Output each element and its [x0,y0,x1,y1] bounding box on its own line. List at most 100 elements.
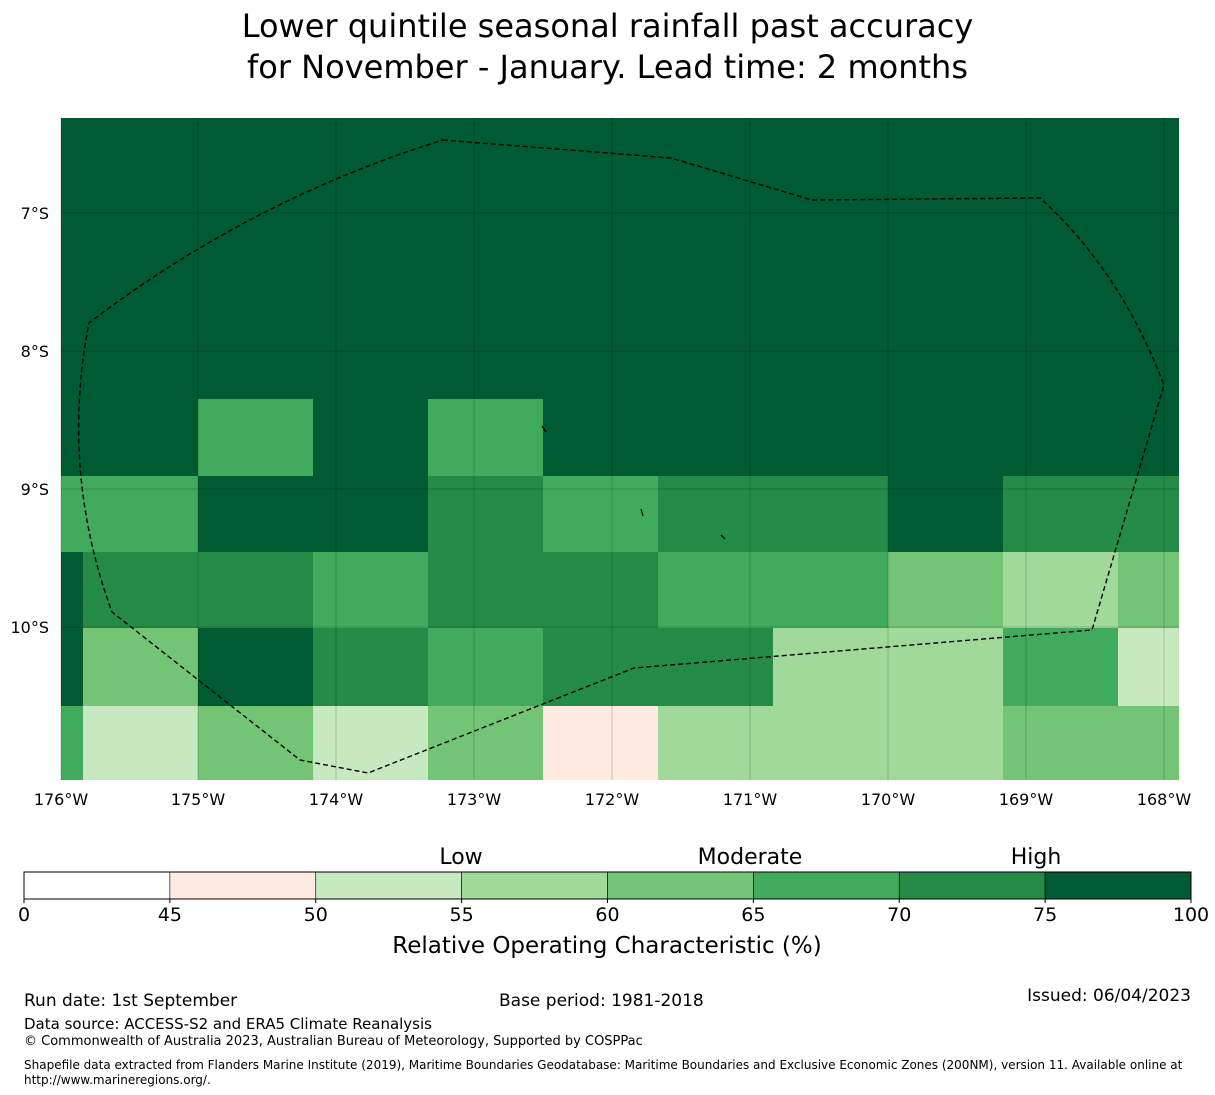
map-cell [543,300,658,399]
map-cell [1118,300,1179,399]
map-cell [313,552,428,628]
map-cell [658,300,773,399]
map-cell [61,118,83,170]
map-cell [1003,552,1118,628]
colorbar-tick-label: 60 [595,904,619,926]
colorbar-tick-label: 70 [887,904,911,926]
colorbar-swatch [23,871,171,900]
data-source: Data source: ACCESS-S2 and ERA5 Climate … [24,1015,432,1033]
map-cell [198,118,313,170]
map-cell [1118,230,1179,300]
x-tick-label: 174°W [309,790,364,809]
map-cell [888,628,1003,706]
map-cell [313,476,428,552]
map-cell [61,230,83,300]
map-cell [1118,476,1179,552]
colorbar-category-label: Moderate [698,845,803,870]
colorbar-tick-label: 75 [1033,904,1057,926]
map-cell [313,399,428,476]
colorbar-tick-label: 65 [741,904,765,926]
map-cell [83,628,198,706]
map-cell [658,552,773,628]
colorbar-swatch [169,871,317,900]
map-cell [543,552,658,628]
run-date: Run date: 1st September [24,991,238,1011]
map-cell [658,230,773,300]
colorbar-category-label: Low [439,845,482,870]
map-cell [428,170,543,230]
map-cell [83,300,198,399]
y-tick-label: 9°S [21,480,49,499]
map-cell [658,476,773,552]
map-cell [428,300,543,399]
map-cell [428,552,543,628]
map-cell [773,300,888,399]
x-tick-label: 172°W [585,790,640,809]
map-cell [83,476,198,552]
x-axis-ticks: 176°W 175°W 174°W 173°W 172°W 171°W 170°W 169°W… [34,790,1192,809]
map-cell [61,170,83,230]
map-cell [1003,230,1118,300]
map-cell [543,170,658,230]
map-cell [1118,706,1179,780]
colorbar-swatch [607,871,754,900]
colorbar-swatch [315,871,462,900]
map-cell [83,399,198,476]
map-cell [658,118,773,170]
map-cell [773,230,888,300]
map-cell [1118,118,1179,170]
map-cell [428,706,543,780]
x-tick-label: 168°W [1137,790,1192,809]
map-cell [543,230,658,300]
colorbar-swatch [1044,871,1192,900]
map-cell [428,399,543,476]
map-cell [61,300,83,399]
colorbar-swatches [23,871,1192,900]
map-cell [888,300,1003,399]
map-cell [1118,399,1179,476]
island-mark [541,425,547,433]
colorbar-tick-label: 50 [304,904,328,926]
colorbar-label: Relative Operating Characteristic (%) [392,933,821,959]
map-cell [1003,706,1118,780]
map-cell [61,476,83,552]
map-cell [313,230,428,300]
colorbar-categories: Low Moderate High [439,845,1061,870]
map-cell [888,118,1003,170]
colorbar: Low Moderate High 0 45 50 55 60 65 70 75 100 Relat… [18,845,1209,959]
map-cell [83,706,198,780]
issued-date: Issued: 06/04/2023 [1027,986,1191,1006]
map-cell [198,706,313,780]
map-cell [1118,170,1179,230]
x-tick-label: 173°W [447,790,502,809]
map-cell [83,230,198,300]
map-cell [198,399,313,476]
map-cell [313,706,428,780]
map-cell [198,170,313,230]
map-cell [888,170,1003,230]
map-cell [658,399,773,476]
island-mark [720,534,726,540]
x-tick-label: 169°W [999,790,1054,809]
map-cell [83,118,198,170]
map-cell [888,230,1003,300]
x-tick-label: 170°W [861,790,916,809]
map-cell [1003,476,1118,552]
map-cell [888,476,1003,552]
map-cell [773,628,888,706]
chart-title: Lower quintile seasonal rainfall past ac… [0,6,1215,88]
colorbar-category-label: High [1011,845,1062,870]
base-period: Base period: 1981-2018 [499,991,704,1011]
rainfall-accuracy-map: 176°W 175°W 174°W 173°W 172°W 171°W 170°W 169°W… [10,118,1192,809]
map-cell [313,170,428,230]
map-cell [543,118,658,170]
x-tick-label: 175°W [171,790,226,809]
colorbar-swatch [461,871,608,900]
x-tick-label: 176°W [34,790,89,809]
map-cell [773,399,888,476]
y-tick-label: 7°S [21,204,49,223]
map-cell [543,399,658,476]
map-cell [61,706,83,780]
map-cell [428,476,543,552]
colorbar-tick-label: 55 [450,904,474,926]
